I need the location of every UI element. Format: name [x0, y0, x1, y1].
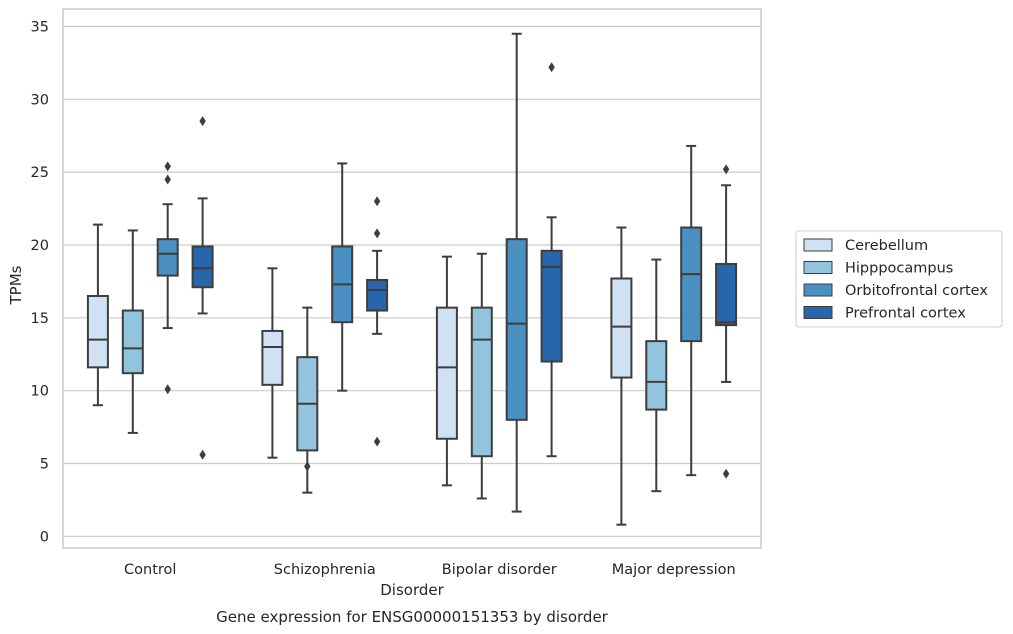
box-iqr [610, 277, 633, 379]
x-tick-label: Schizophrenia [274, 562, 376, 578]
box-plot-item [261, 267, 284, 459]
box-iqr [435, 306, 458, 440]
y-tick-label: 5 [40, 457, 49, 473]
legend-item: Cerebellum [803, 238, 928, 254]
box-iqr [505, 238, 528, 421]
outlier-point [373, 436, 381, 447]
legend: Cerebellum Hipppocampus Orbitofrontal cort… [795, 230, 1003, 328]
legend-swatch [803, 306, 833, 319]
series-group [156, 32, 703, 513]
box-iqr [156, 238, 179, 277]
y-tick-label: 20 [31, 238, 49, 254]
plot-frame [62, 8, 762, 549]
box-plot-item [610, 226, 633, 526]
box-plot-item [366, 196, 389, 447]
box-plot-item [645, 258, 668, 493]
box-iqr [86, 294, 109, 369]
box-iqr [645, 340, 668, 411]
outlier-point [373, 196, 381, 207]
box-plot-item [435, 255, 458, 487]
y-tick-label: 10 [31, 384, 49, 400]
box-plot-item [121, 229, 144, 434]
legend-swatch [803, 261, 833, 274]
y-axis-label: TPMs [7, 265, 25, 305]
box-plot-item [680, 144, 703, 477]
outlier-point [199, 116, 206, 127]
box-iqr [715, 262, 738, 327]
x-tick-labels: Control Schizophrenia Bipolar disorder Majo… [124, 562, 736, 578]
legend-swatch [803, 283, 833, 297]
box-plot-item [505, 32, 528, 513]
box-plot-item [715, 164, 738, 479]
outlier-point [722, 164, 730, 175]
box-plot-item [296, 306, 319, 494]
outlier-point [164, 174, 171, 185]
outlier-point [373, 228, 381, 239]
box-iqr [191, 245, 214, 289]
box-iqr [470, 306, 493, 458]
legend-swatch [803, 238, 833, 252]
y-tick-label: 35 [31, 19, 49, 35]
box-plot-item [86, 223, 109, 407]
y-tick-label: 15 [31, 311, 49, 327]
legend-label: Cerebellum [845, 238, 928, 254]
y-tick-label: 30 [31, 92, 49, 108]
box-plot-item [470, 252, 493, 500]
y-tick-labels: 0 5 10 15 20 25 30 35 [31, 19, 49, 545]
box-iqr [540, 249, 563, 363]
y-tick-label: 25 [31, 165, 49, 181]
box-plot-item [331, 162, 354, 392]
x-tick-label: Bipolar disorder [442, 562, 557, 578]
box-iqr [680, 226, 703, 343]
box-iqr [366, 278, 389, 312]
legend-label: Hipppocampus [845, 261, 953, 277]
box-iqr [261, 329, 284, 386]
outlier-point [304, 461, 311, 472]
outlier-point [548, 62, 555, 73]
box-plot-item [156, 161, 179, 395]
y-gridlines [63, 25, 761, 537]
legend-frame [795, 230, 1003, 328]
legend-item: Hipppocampus [803, 261, 953, 277]
outlier-point [164, 384, 171, 395]
legend-label: Prefrontal cortex [845, 306, 966, 322]
x-tick-label: Control [124, 562, 176, 578]
series-group [121, 229, 668, 500]
outlier-point [164, 161, 171, 172]
legend-item: Orbitofrontal cortex [803, 283, 988, 299]
box-plot-item [191, 116, 214, 460]
outlier-point [722, 468, 730, 479]
box-iqr [121, 309, 144, 375]
series-group [86, 223, 633, 526]
y-tick-label: 0 [40, 529, 49, 545]
x-tick-label: Major depression [612, 562, 736, 578]
box-plot-item [540, 62, 563, 458]
x-axis-label: Disorder [380, 581, 444, 599]
legend-label: Orbitofrontal cortex [845, 283, 988, 299]
legend-item: Prefrontal cortex [803, 306, 966, 322]
box-series-layer [86, 32, 738, 526]
series-group [191, 62, 738, 479]
chart-caption: Gene expression for ENSG00000151353 by d… [216, 608, 609, 626]
outlier-point [199, 449, 206, 460]
